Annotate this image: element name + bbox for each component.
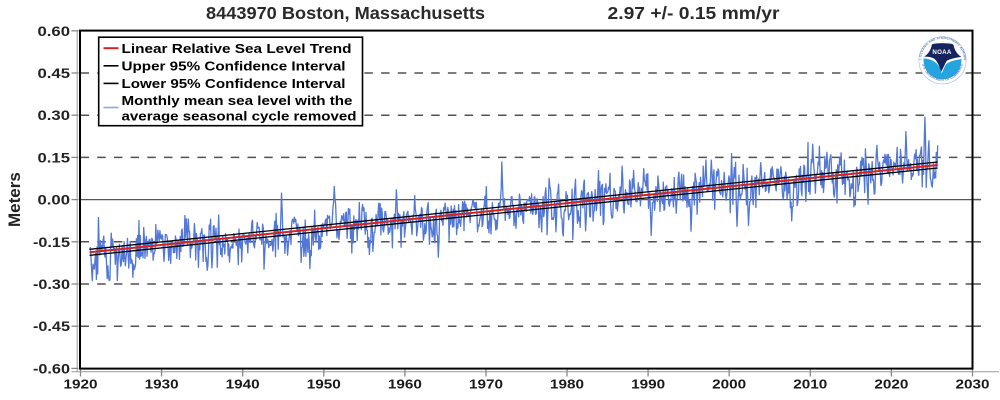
svg-text:1960: 1960 — [388, 377, 422, 392]
svg-text:0.00: 0.00 — [38, 192, 71, 208]
svg-text:Monthly mean sea level with th: Monthly mean sea level with the — [122, 93, 353, 108]
svg-text:1940: 1940 — [226, 377, 260, 392]
svg-text:-0.45: -0.45 — [33, 318, 70, 334]
svg-text:NOAA: NOAA — [932, 49, 951, 56]
svg-text:8443970 Boston, Massachusetts: 8443970 Boston, Massachusetts — [206, 3, 485, 23]
svg-text:-0.60: -0.60 — [33, 360, 70, 376]
svg-text:0.45: 0.45 — [38, 65, 71, 81]
svg-text:average seasonal cycle removed: average seasonal cycle removed — [122, 109, 357, 124]
svg-text:2.97 +/- 0.15 mm/yr: 2.97 +/- 0.15 mm/yr — [608, 3, 780, 23]
svg-text:1970: 1970 — [469, 377, 503, 392]
svg-text:2020: 2020 — [874, 377, 908, 392]
svg-text:0.30: 0.30 — [38, 107, 71, 123]
svg-text:1920: 1920 — [64, 377, 98, 392]
svg-text:1950: 1950 — [307, 377, 341, 392]
svg-text:-0.15: -0.15 — [33, 234, 70, 250]
svg-text:2010: 2010 — [793, 377, 827, 392]
svg-text:Upper 95% Confidence Interval: Upper 95% Confidence Interval — [122, 58, 346, 73]
svg-text:1990: 1990 — [631, 377, 665, 392]
svg-text:Linear Relative Sea Level Tren: Linear Relative Sea Level Trend — [122, 41, 352, 56]
svg-text:0.60: 0.60 — [38, 23, 71, 39]
svg-text:1930: 1930 — [145, 377, 179, 392]
svg-text:-0.30: -0.30 — [33, 276, 70, 292]
svg-text:0.15: 0.15 — [38, 149, 71, 165]
svg-text:2030: 2030 — [956, 377, 990, 392]
svg-text:2000: 2000 — [712, 377, 746, 392]
svg-text:Lower 95% Confidence Interval: Lower 95% Confidence Interval — [122, 76, 346, 91]
svg-text:1980: 1980 — [550, 377, 584, 392]
svg-text:Meters: Meters — [5, 172, 24, 227]
